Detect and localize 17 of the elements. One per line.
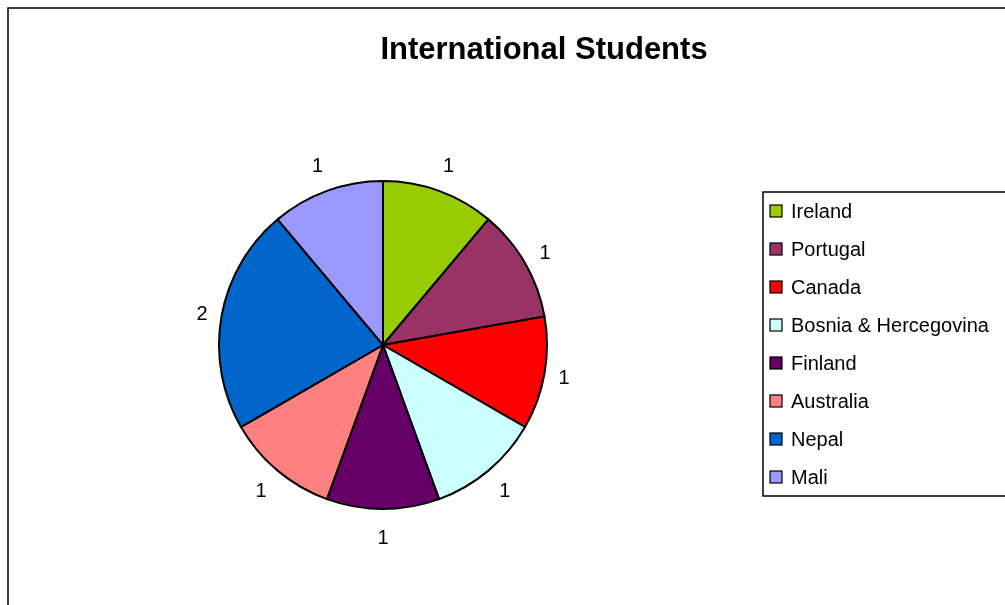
data-label: 1 <box>311 154 324 177</box>
data-label: 1 <box>558 365 570 388</box>
legend-label: Finland <box>791 352 857 374</box>
legend-label: Bosnia & Hercegovina <box>791 314 990 336</box>
legend-label: Portugal <box>791 238 866 260</box>
legend-label: Mali <box>791 466 828 488</box>
data-label: 1 <box>377 526 389 548</box>
legend-label: Nepal <box>791 428 844 450</box>
data-label: 2 <box>196 302 208 325</box>
data-label: 1 <box>539 240 551 263</box>
legend-label: Australia <box>791 390 870 412</box>
chart-title: International Students <box>380 30 708 66</box>
data-label: 1 <box>442 154 455 177</box>
data-label: 1 <box>499 479 511 502</box>
legend-label: Canada <box>791 276 862 298</box>
data-label: 1 <box>255 479 267 502</box>
legend-label: Ireland <box>791 200 853 222</box>
